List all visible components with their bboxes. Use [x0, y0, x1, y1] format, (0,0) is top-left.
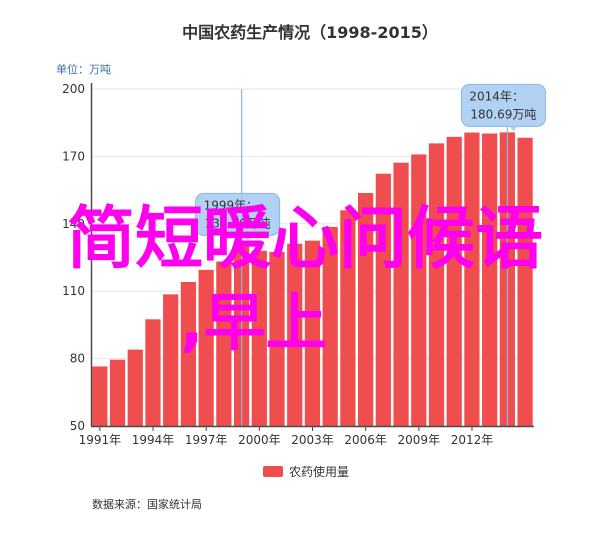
- legend[interactable]: 农药使用量: [263, 464, 349, 479]
- y-tick-label: 200: [62, 82, 85, 96]
- bar[interactable]: [428, 143, 445, 427]
- x-tick-label: 2000年: [238, 433, 281, 447]
- tooltip-value: 132.16万吨: [205, 216, 271, 230]
- crosshairs: [241, 89, 509, 426]
- bar[interactable]: [92, 366, 108, 426]
- bar[interactable]: [287, 243, 303, 426]
- bar-series[interactable]: [92, 132, 533, 427]
- x-tick-label: 2006年: [344, 433, 387, 447]
- bar[interactable]: [304, 240, 321, 426]
- bar[interactable]: [163, 294, 179, 426]
- y-tick-label: 140: [62, 217, 85, 231]
- x-tick-label: 1994年: [132, 433, 175, 447]
- overlay-line-2: ,早上: [180, 286, 328, 359]
- bar[interactable]: [145, 319, 161, 426]
- x-tick-label: 1991年: [79, 433, 122, 447]
- bar[interactable]: [446, 136, 462, 426]
- tooltip-label: 1999年：: [204, 198, 259, 212]
- overlay-line-1: 简短暖心问候语: [67, 200, 543, 279]
- y-tick-label: 80: [70, 352, 85, 366]
- y-tick-label: 170: [62, 149, 85, 163]
- bar[interactable]: [180, 281, 197, 426]
- bar[interactable]: [127, 349, 143, 426]
- bar[interactable]: [358, 193, 374, 426]
- bar[interactable]: [216, 261, 232, 426]
- source-note: 数据来源：国家统计局: [92, 497, 202, 511]
- bar[interactable]: [464, 132, 480, 426]
- bar[interactable]: [322, 226, 338, 426]
- chart-title: 中国农药生产情况（1998-2015）: [182, 23, 438, 42]
- x-tick-label: 2012年: [451, 433, 494, 447]
- bar[interactable]: [251, 250, 267, 426]
- tooltip-value: 180.69万吨: [470, 107, 536, 121]
- legend-swatch: [263, 466, 283, 477]
- y-tick-label: 50: [70, 419, 85, 433]
- tooltip: 1999年： 132.16万吨: [195, 192, 281, 241]
- x-tick-label: 2003年: [291, 433, 334, 447]
- bar[interactable]: [198, 269, 214, 426]
- bar[interactable]: [375, 173, 391, 426]
- x-tick-label: 1997年: [185, 433, 228, 447]
- bar[interactable]: [109, 359, 126, 426]
- bar[interactable]: [393, 162, 409, 426]
- bar[interactable]: [269, 251, 285, 426]
- tooltips: 1999年： 132.16万吨 2014年： 180.69万吨: [195, 83, 546, 241]
- y-axis-ticks: 50 80 110 140 170 200: [62, 82, 85, 433]
- x-tick-label: 2009年: [398, 433, 441, 447]
- legend-label: 农药使用量: [289, 464, 349, 479]
- tooltip-label: 2014年：: [469, 89, 524, 103]
- bar[interactable]: [482, 133, 498, 426]
- x-axis-ticks: 1991年 1994年 1997年 2000年 2003年 2006年 2009年 2012年: [79, 426, 494, 447]
- y-tick-label: 110: [62, 284, 85, 298]
- bar[interactable]: [411, 154, 427, 427]
- overlay-banner: 简短暖心问候语 ,早上: [67, 200, 543, 359]
- bar[interactable]: [340, 210, 356, 426]
- tooltip: 2014年： 180.69万吨: [460, 83, 546, 132]
- unit-label: 单位：万吨: [56, 62, 111, 76]
- bar[interactable]: [517, 137, 533, 426]
